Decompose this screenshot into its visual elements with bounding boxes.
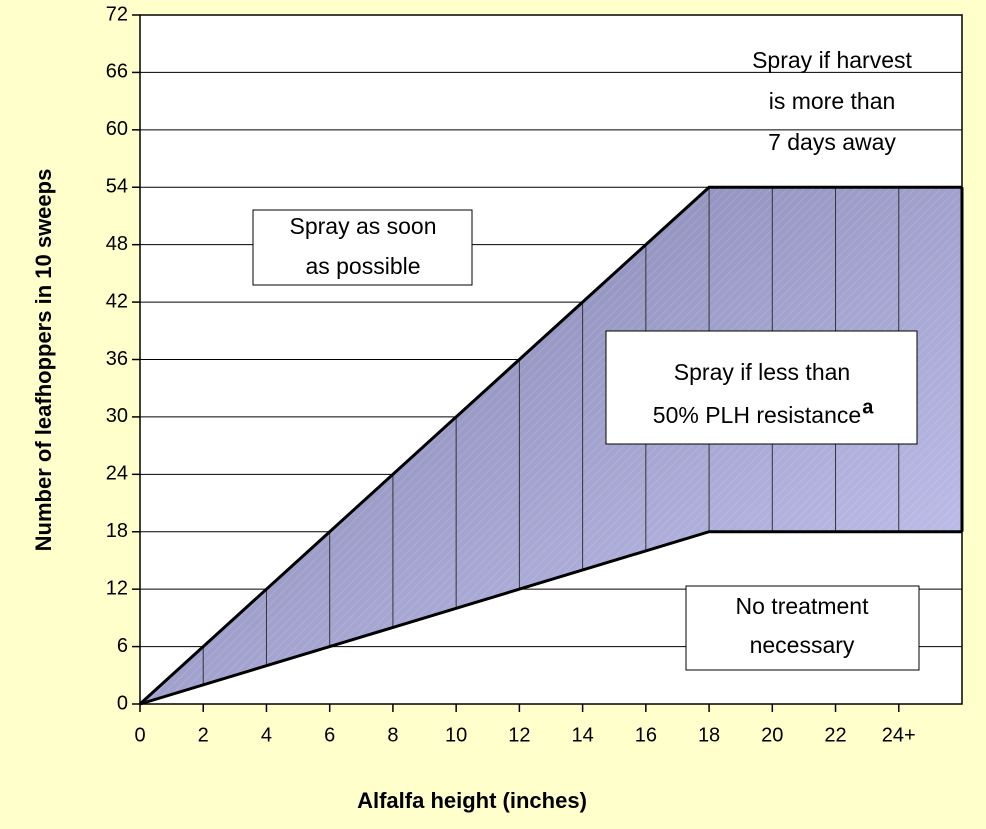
x-tick-label: 6	[324, 724, 335, 746]
annotation-text: Spray if less than	[674, 359, 850, 385]
y-tick-label: 72	[106, 3, 128, 25]
y-tick-label: 36	[106, 348, 128, 370]
plot-frame	[139, 14, 963, 705]
x-tick-label: 24+	[882, 724, 916, 746]
annotation-text: necessary	[750, 632, 855, 658]
x-tick-label: 4	[261, 724, 272, 746]
annotation-text: is more than	[769, 88, 896, 114]
boundary-line	[138, 185, 962, 706]
y-tick-label: 60	[106, 118, 128, 140]
x-tick-label: 2	[198, 724, 209, 746]
x-axis-label: Alfalfa height (inches)	[357, 788, 587, 813]
y-tick-label: 66	[106, 61, 128, 83]
annotation-text: 7 days away	[768, 129, 896, 155]
x-tick-label: 8	[387, 724, 398, 746]
annotation-box	[252, 209, 473, 286]
x-tick-label: 10	[445, 724, 467, 746]
x-tick-label: 14	[571, 724, 593, 746]
x-tick-label: 20	[761, 724, 783, 746]
shaded-hatch	[140, 187, 962, 704]
annotation-superscript: a	[862, 396, 874, 418]
x-tick-label: 22	[824, 724, 846, 746]
y-tick-label: 18	[106, 520, 128, 542]
annotation-box	[685, 585, 920, 671]
annotation-text: Spray if harvest	[752, 47, 912, 73]
annotation-text: 50% PLH resistance	[653, 402, 861, 428]
y-axis-label: Number of leafhoppers in 10 sweeps	[31, 169, 56, 552]
annotation-box	[605, 330, 918, 445]
x-tick-label: 16	[635, 724, 657, 746]
y-tick-label: 48	[106, 233, 128, 255]
y-tick-label: 12	[106, 577, 128, 599]
y-tick-label: 0	[117, 692, 128, 714]
y-tick-label: 54	[106, 176, 128, 198]
y-tick-label: 6	[117, 635, 128, 657]
x-tick-label: 12	[508, 724, 530, 746]
y-tick-label: 30	[106, 405, 128, 427]
y-tick-label: 24	[106, 463, 128, 485]
annotation-text: as possible	[305, 253, 420, 279]
x-tick-label: 18	[698, 724, 720, 746]
y-tick-label: 42	[106, 290, 128, 312]
annotation-text: No treatment	[736, 593, 870, 619]
x-tick-label: 0	[134, 724, 145, 746]
boundary-line	[139, 530, 962, 706]
annotation-text: Spray as soon	[289, 213, 436, 239]
